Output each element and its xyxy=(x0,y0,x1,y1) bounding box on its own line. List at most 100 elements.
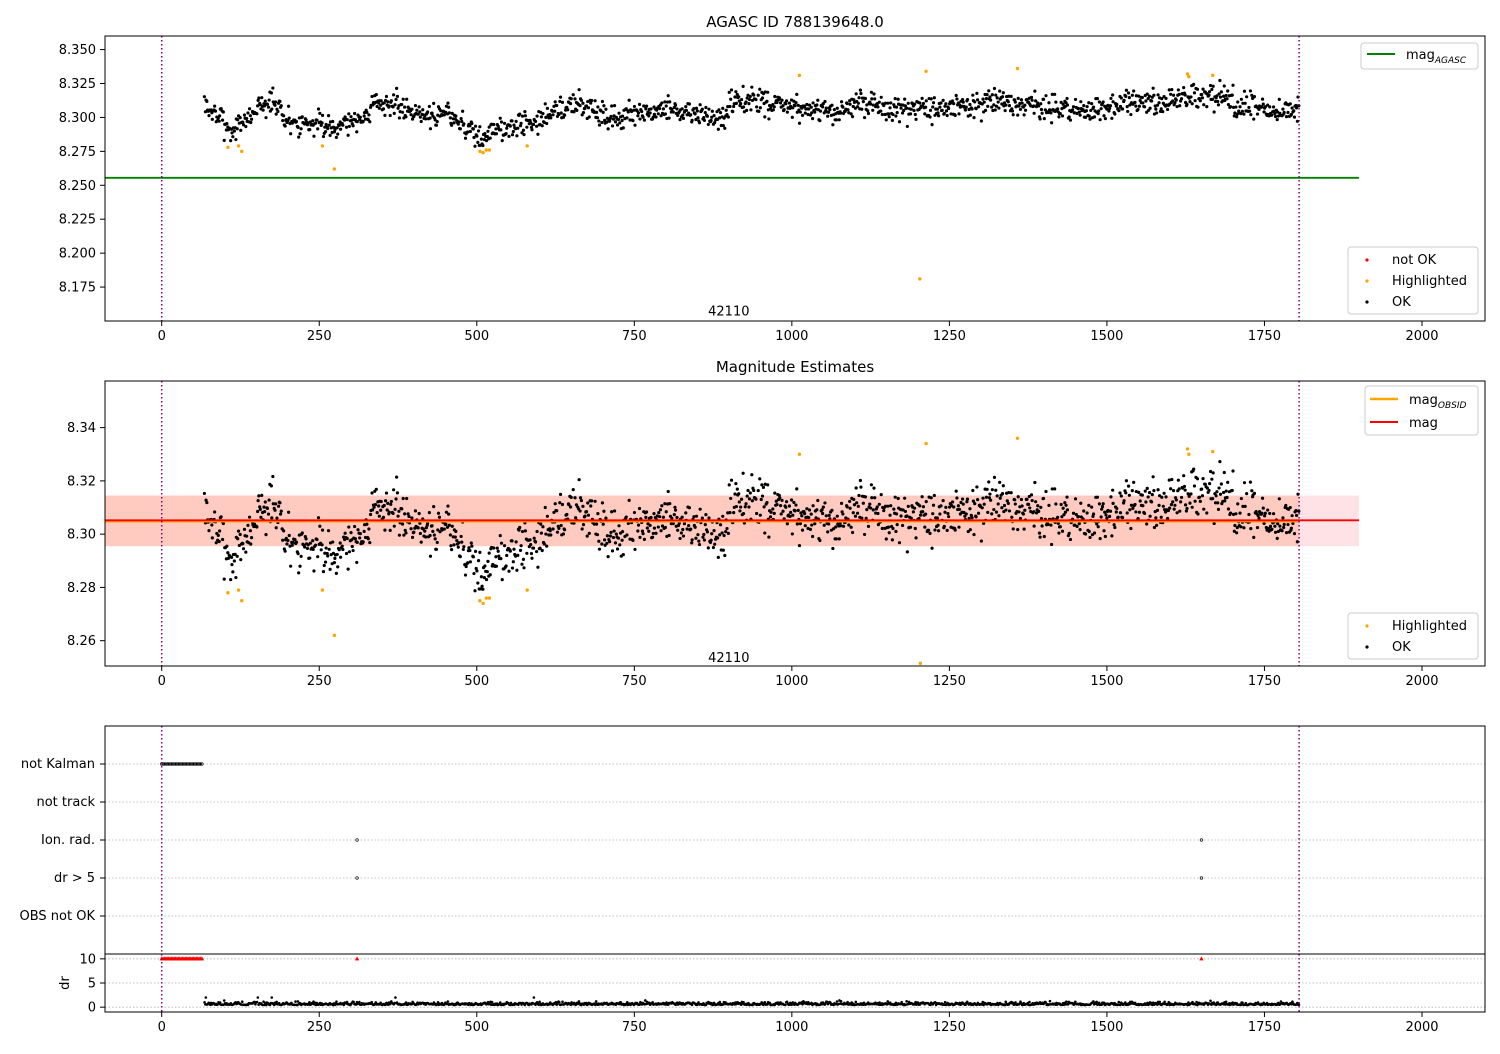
ok-point xyxy=(980,506,984,510)
ok-point xyxy=(732,104,736,109)
flag-label-obs-not-ok: OBS not OK xyxy=(20,909,96,924)
ok-point xyxy=(997,514,1001,518)
ok-point xyxy=(1188,100,1192,104)
ok-point xyxy=(448,116,452,120)
ok-point xyxy=(1115,102,1119,106)
dr-point xyxy=(270,996,274,999)
ok-point xyxy=(238,532,242,537)
dr-point xyxy=(294,1000,297,1003)
ok-point xyxy=(959,500,963,505)
flag-marker xyxy=(200,762,204,766)
ok-point xyxy=(992,86,997,91)
ok-point xyxy=(1105,516,1109,520)
ok-point xyxy=(1049,542,1054,547)
ok-point xyxy=(789,510,793,514)
ok-point xyxy=(1013,498,1017,502)
ok-point xyxy=(941,498,945,503)
ok-point xyxy=(739,102,743,106)
ok-point xyxy=(894,105,899,109)
ok-point xyxy=(856,101,860,105)
ok-point xyxy=(726,115,731,119)
ok-point xyxy=(523,110,527,114)
ok-point xyxy=(555,509,559,513)
ok-point xyxy=(476,559,481,563)
ok-point xyxy=(419,540,423,544)
ok-point xyxy=(269,91,273,95)
highlighted-point xyxy=(1185,447,1190,451)
ok-point xyxy=(979,539,983,543)
ok-point xyxy=(667,116,671,120)
ok-point xyxy=(558,99,562,104)
highlighted-point xyxy=(320,588,325,592)
ok-point xyxy=(1032,104,1036,108)
ok-point xyxy=(1060,515,1064,519)
ok-point xyxy=(430,524,434,528)
ok-point xyxy=(687,523,691,528)
ok-point xyxy=(328,567,332,571)
dr-point xyxy=(255,1000,259,1004)
ok-point xyxy=(1100,504,1105,509)
ok-point xyxy=(850,530,855,535)
ok-point xyxy=(938,105,942,109)
ok-point xyxy=(548,529,552,533)
ok-point xyxy=(1223,499,1227,503)
ok-point xyxy=(1143,489,1147,493)
ok-point xyxy=(716,127,720,131)
ok-point xyxy=(1260,511,1264,515)
ok-point xyxy=(459,534,463,539)
highlighted-point xyxy=(1187,75,1191,79)
ok-point xyxy=(405,97,409,101)
ok-point xyxy=(718,111,723,115)
ok-point xyxy=(961,100,965,104)
ok-point xyxy=(1125,511,1129,515)
ok-point xyxy=(956,504,960,508)
ok-point xyxy=(543,102,547,106)
ok-point xyxy=(767,117,771,121)
highlighted-point xyxy=(481,151,485,155)
ok-point xyxy=(410,516,414,520)
ok-point xyxy=(381,515,386,519)
ok-point xyxy=(396,514,400,518)
panel-agasc-title: AGASC ID 788139648.0 xyxy=(706,13,884,31)
ok-point xyxy=(848,506,852,510)
ok-point xyxy=(1037,104,1041,108)
ok-point xyxy=(863,495,868,499)
y-tick-label: 8.32 xyxy=(67,474,96,489)
ok-point xyxy=(893,96,897,101)
ok-point xyxy=(658,106,662,111)
ok-point xyxy=(892,507,896,511)
ok-point xyxy=(531,546,536,550)
ok-point xyxy=(950,99,955,103)
ok-point xyxy=(1103,534,1107,539)
ok-point xyxy=(600,99,605,104)
ok-point xyxy=(1140,95,1144,100)
panel-estimates-frame xyxy=(104,380,1486,667)
ok-point xyxy=(704,105,708,110)
ok-point xyxy=(529,121,533,125)
ok-point xyxy=(778,503,783,508)
ok-point xyxy=(1021,512,1025,516)
ok-point xyxy=(1058,525,1062,529)
ok-point xyxy=(528,538,532,542)
ok-point xyxy=(294,540,299,544)
ok-point xyxy=(800,528,805,532)
ok-point xyxy=(1245,95,1249,99)
ok-point xyxy=(311,119,315,123)
ok-point xyxy=(480,584,484,588)
ok-point xyxy=(678,536,682,541)
ok-point xyxy=(640,109,644,114)
ok-point xyxy=(1124,94,1128,98)
ok-point xyxy=(469,541,473,545)
ok-point xyxy=(748,491,752,495)
ok-point xyxy=(1060,114,1065,118)
ok-point xyxy=(847,523,851,527)
ok-point xyxy=(841,524,846,528)
ok-point xyxy=(249,117,254,121)
ok-point xyxy=(1195,477,1200,481)
ok-point xyxy=(739,497,744,501)
ok-point xyxy=(765,99,769,103)
ok-point xyxy=(883,504,888,508)
ok-point xyxy=(483,132,487,136)
ok-point xyxy=(642,537,647,542)
ok-point xyxy=(210,523,214,527)
